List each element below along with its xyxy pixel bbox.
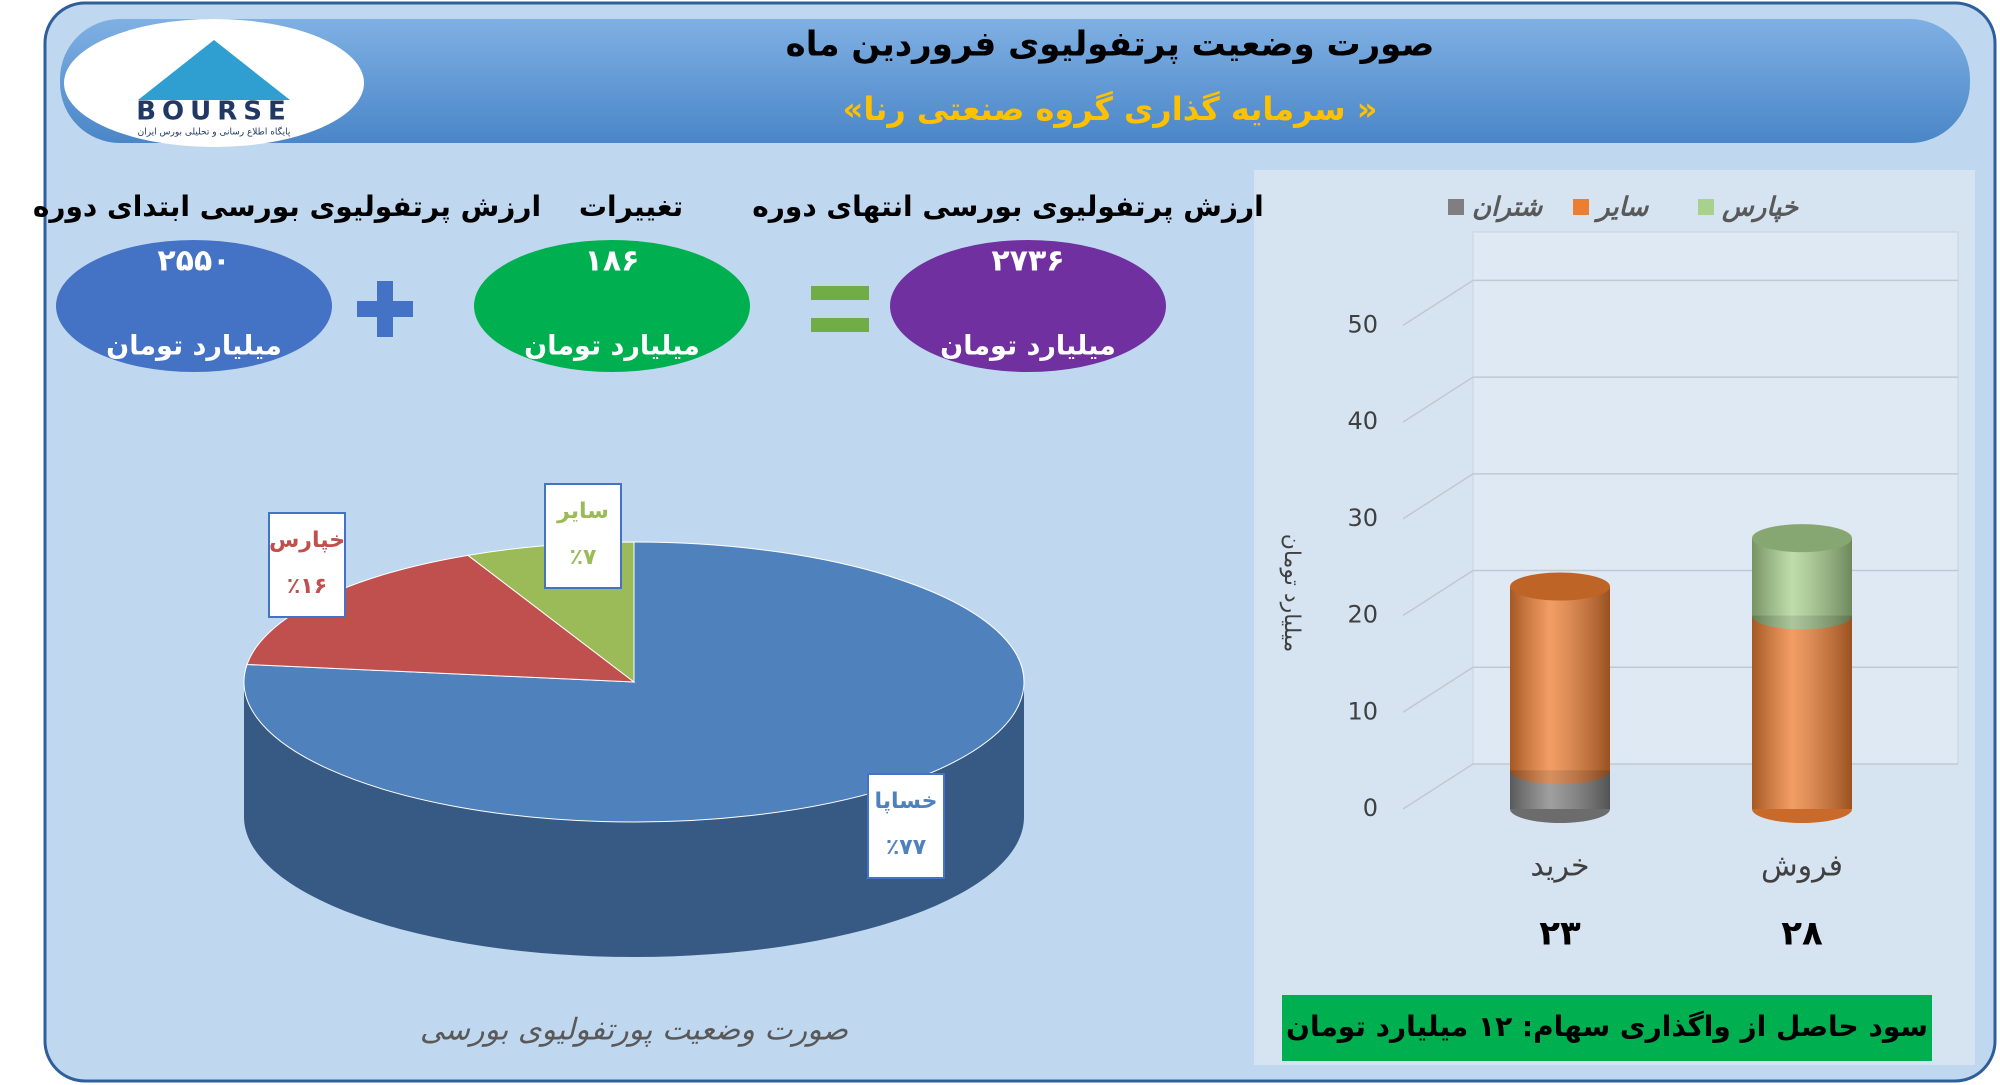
summary-value: ۲۵۵۰ [157,244,230,279]
summary-unit: میلیارد تومان [106,331,282,362]
slice-label: خپارس [269,528,345,553]
logo-caption: پایگاه اطلاع رسانی و تحلیلی بورس ایران [138,126,291,138]
cylinder-shade [1752,538,1852,809]
logo-text: BOURSE [136,97,292,127]
label-box [268,512,346,618]
y-tick-label: 50 [1347,310,1378,338]
y-tick-label: 20 [1347,601,1378,629]
grid-line [1402,376,1958,423]
summary-label: تغییرات [579,190,683,223]
legend-label: شتران [1472,193,1544,223]
header-band [60,19,1970,143]
total-label: ۲۸ [1781,914,1823,954]
subtitle: «سرمایه گذاری گروه صنعتی رنا » [843,90,1378,128]
slice-label: خساپا [874,789,937,814]
bar-cap [1510,572,1610,601]
summary-value: ۱۸۶ [585,244,640,279]
note-box [1282,995,1932,1061]
y-tick-label: 0 [1363,794,1378,822]
slice-value-label: ٪۷ [570,545,597,570]
title: صورت وضعیت پرتفولیوی فروردین ماه [786,25,1435,65]
pie-title: صورت وضعیت پورتفولیوی بورسی [420,1013,849,1048]
label-box [544,483,622,589]
summary-ellipse [890,240,1166,372]
pie-side [244,682,1024,957]
bar-cap [1752,524,1852,553]
note: سود حاصل از واگذاری سهام: ۱۲ میلیارد توم… [1286,1010,1928,1043]
slice-value-label: ٪۱۶ [287,574,327,599]
y-axis-label: میلیارد تومان [1279,534,1304,653]
summary-ellipse [474,240,750,372]
summary-value: ۲۷۳۶ [991,244,1064,279]
label-box [867,773,945,879]
grid-line [1402,279,1958,326]
plus-sign [357,281,413,337]
cylinder-shade [1510,586,1610,809]
slice-value-label: ٪۷۷ [886,835,927,860]
summary-label: ارزش پرتفولیوی بورسی انتهای دوره [752,190,1263,223]
grid-line [1402,473,1958,520]
legend-swatch [1448,199,1464,215]
x-tick-label: خرید [1530,849,1589,884]
y-tick-label: 30 [1347,504,1378,532]
equals-sign [811,286,869,332]
summary-label: ارزش پرتفولیوی بورسی ابتدای دوره [33,190,541,223]
x-tick-label: فروش [1761,849,1843,884]
legend-swatch [1698,199,1714,215]
legend-swatch [1573,199,1589,215]
summary-ellipse [56,240,332,372]
y-tick-label: 10 [1347,697,1378,725]
summary-unit: میلیارد تومان [940,331,1116,362]
slice-label: سایر [556,499,609,524]
legend-label: خپارس [1721,193,1799,223]
y-tick-label: 40 [1347,407,1378,435]
legend-label: سایر [1593,193,1650,223]
summary-unit: میلیارد تومان [524,331,700,362]
total-label: ۲۳ [1539,914,1581,954]
logo-shape [138,40,290,100]
